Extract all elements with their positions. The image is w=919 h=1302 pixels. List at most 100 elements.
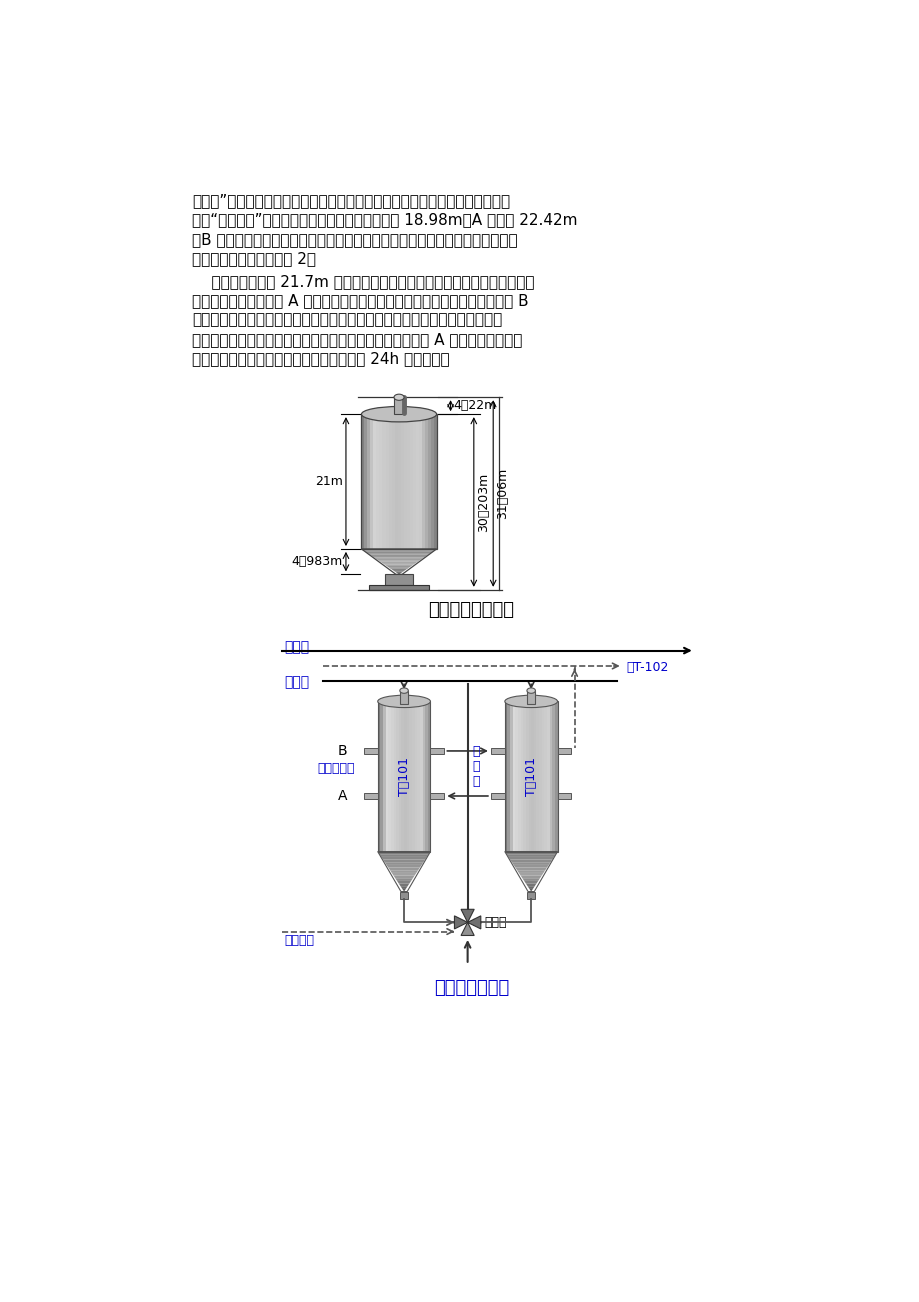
Polygon shape bbox=[395, 879, 413, 881]
Polygon shape bbox=[467, 915, 481, 928]
Bar bbox=[378, 702, 380, 852]
Text: 由于生焦高度在 21.7m 左右，正常情况下焦炭的高度是在两个中子料位计: 由于生焦高度在 21.7m 左右，正常情况下焦炭的高度是在两个中子料位计 bbox=[192, 273, 535, 289]
Polygon shape bbox=[386, 566, 411, 568]
Bar bbox=[398, 702, 401, 852]
Bar bbox=[388, 414, 391, 549]
Bar bbox=[547, 702, 549, 852]
Bar bbox=[551, 702, 554, 852]
Ellipse shape bbox=[361, 406, 437, 422]
Bar bbox=[393, 702, 396, 852]
Polygon shape bbox=[511, 862, 550, 865]
Text: 采用“一塔两点”较合适。将它们分别安装在离塔底 18.98m（A 点）和 22.42m: 采用“一塔两点”较合适。将它们分别安装在离塔底 18.98m（A 点）和 22.… bbox=[192, 212, 577, 228]
Polygon shape bbox=[384, 565, 414, 566]
Text: 塔顶的注入点，流程见图 2。: 塔顶的注入点，流程见图 2。 bbox=[192, 251, 316, 266]
Polygon shape bbox=[396, 573, 401, 574]
Bar bbox=[507, 702, 509, 852]
Text: A: A bbox=[337, 789, 346, 803]
Bar bbox=[382, 702, 385, 852]
Polygon shape bbox=[513, 865, 548, 867]
Text: 焦炭塔结构示意图: 焦炭塔结构示意图 bbox=[428, 602, 514, 620]
Polygon shape bbox=[382, 562, 415, 565]
Bar bbox=[379, 414, 382, 549]
Text: 开
工
线: 开 工 线 bbox=[471, 745, 479, 788]
Bar bbox=[363, 793, 378, 799]
Text: 焦炭塔部分流图: 焦炭塔部分流图 bbox=[434, 979, 508, 996]
Polygon shape bbox=[380, 561, 417, 562]
Text: T－101: T－101 bbox=[397, 756, 410, 796]
Bar bbox=[505, 702, 557, 852]
Bar bbox=[425, 702, 427, 852]
Bar bbox=[421, 414, 425, 549]
Bar bbox=[369, 585, 429, 590]
Polygon shape bbox=[394, 572, 403, 573]
Bar bbox=[385, 574, 412, 585]
Bar bbox=[526, 702, 528, 852]
Bar bbox=[400, 690, 408, 704]
Polygon shape bbox=[378, 852, 430, 854]
Bar bbox=[425, 414, 427, 549]
Polygon shape bbox=[400, 887, 407, 889]
Text: 长短，决定是否提前采取降量的措施，保诉 24h 生焦周期。: 长短，决定是否提前采取降量的措施，保诉 24h 生焦周期。 bbox=[192, 352, 449, 366]
Bar bbox=[541, 702, 544, 852]
Bar bbox=[430, 793, 444, 799]
Bar bbox=[528, 702, 530, 852]
Bar bbox=[382, 414, 385, 549]
Bar bbox=[400, 892, 407, 900]
Bar bbox=[491, 747, 505, 754]
Text: 四通阀: 四通阀 bbox=[483, 915, 505, 928]
Bar bbox=[393, 397, 403, 414]
Bar bbox=[533, 702, 536, 852]
Bar bbox=[505, 702, 507, 852]
Polygon shape bbox=[506, 854, 555, 857]
Ellipse shape bbox=[393, 395, 403, 400]
Text: 4．22m: 4．22m bbox=[452, 400, 495, 413]
Bar bbox=[391, 702, 393, 852]
Bar bbox=[376, 414, 379, 549]
Bar bbox=[385, 702, 388, 852]
Bar bbox=[388, 702, 391, 852]
Bar bbox=[554, 702, 557, 852]
Bar bbox=[361, 414, 437, 549]
Bar bbox=[427, 702, 430, 852]
Ellipse shape bbox=[505, 695, 557, 707]
Text: 31．06m: 31．06m bbox=[495, 467, 509, 519]
Bar bbox=[406, 414, 409, 549]
Text: 30．203m: 30．203m bbox=[476, 473, 490, 531]
Bar bbox=[378, 702, 430, 852]
Polygon shape bbox=[361, 549, 437, 551]
Text: 4．983m: 4．983m bbox=[291, 555, 343, 568]
Polygon shape bbox=[518, 872, 543, 875]
Text: 去T-102: 去T-102 bbox=[626, 661, 668, 674]
Polygon shape bbox=[528, 889, 532, 892]
Polygon shape bbox=[373, 557, 424, 559]
Polygon shape bbox=[520, 875, 541, 879]
Text: 原消泡剂: 原消泡剂 bbox=[284, 934, 313, 947]
Ellipse shape bbox=[378, 695, 430, 707]
Bar bbox=[419, 702, 422, 852]
Bar bbox=[394, 414, 397, 549]
Polygon shape bbox=[505, 852, 557, 854]
Polygon shape bbox=[522, 879, 539, 881]
Polygon shape bbox=[508, 857, 553, 859]
Bar bbox=[373, 414, 376, 549]
Bar bbox=[512, 702, 515, 852]
Bar bbox=[430, 414, 433, 549]
Bar bbox=[557, 793, 571, 799]
Polygon shape bbox=[368, 553, 430, 555]
Polygon shape bbox=[460, 909, 473, 922]
Polygon shape bbox=[379, 854, 428, 857]
Bar bbox=[430, 747, 444, 754]
Text: 点时，根据估算的泡泽上升速度（因为在等径柱体内，泡泽的上升速度近似匀: 点时，根据估算的泡泽上升速度（因为在等径柱体内，泡泽的上升速度近似匀 bbox=[192, 312, 502, 328]
Polygon shape bbox=[402, 889, 405, 892]
Bar bbox=[403, 702, 406, 852]
Bar bbox=[406, 702, 409, 852]
Text: 塔两点”，通过对比，结合我们的实际情况，在实用及节省投资的前提下，认为: 塔两点”，通过对比，结合我们的实际情况，在实用及节省投资的前提下，认为 bbox=[192, 193, 510, 208]
Polygon shape bbox=[515, 867, 547, 870]
Bar bbox=[427, 414, 430, 549]
Bar bbox=[364, 414, 367, 549]
Bar bbox=[400, 414, 403, 549]
Text: 之间的，当泡泽层到达 A 点时，注入消泡剂，降低泡泽层高度，当泡泽层到达 B: 之间的，当泡泽层到达 A 点时，注入消泡剂，降低泡泽层高度，当泡泽层到达 B bbox=[192, 293, 528, 309]
Polygon shape bbox=[454, 915, 467, 928]
Polygon shape bbox=[526, 884, 536, 887]
Bar bbox=[509, 702, 512, 852]
